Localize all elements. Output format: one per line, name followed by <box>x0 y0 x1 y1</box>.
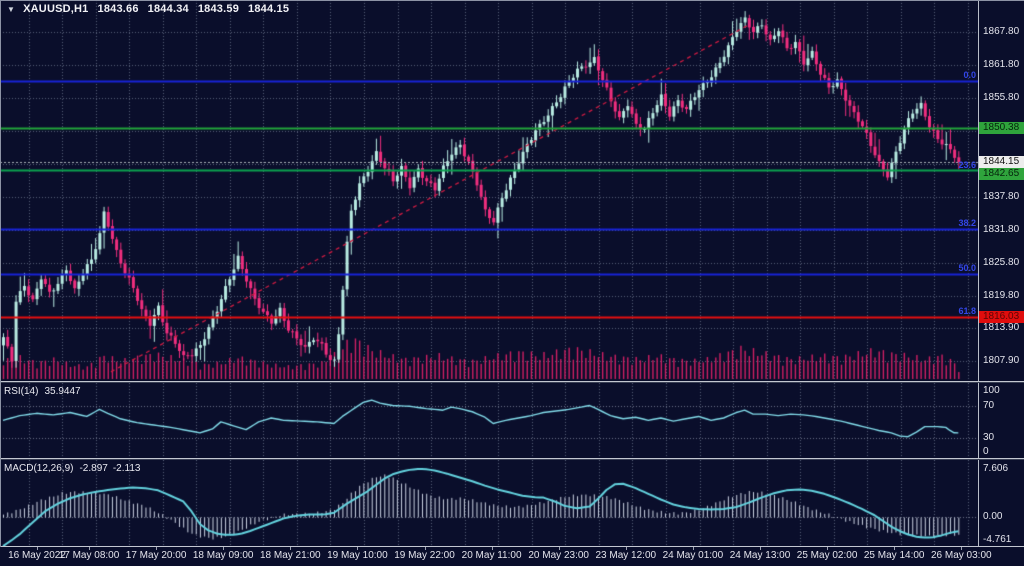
macd-indicator-name: MACD(12,26,9) <box>4 463 74 474</box>
main-price-chart-canvas[interactable] <box>0 0 978 381</box>
rsi-indicator-value: 35.9447 <box>44 386 81 397</box>
time-axis-tick <box>626 547 627 550</box>
price-tag-1816.03: 1816.03 <box>979 310 1024 323</box>
panel-separator-macd <box>0 546 1024 547</box>
ohlc-low: 1843.59 <box>197 3 240 15</box>
time-axis-label: 24 May 13:00 <box>729 550 791 561</box>
time-axis-label: 24 May 01:00 <box>662 550 724 561</box>
time-axis-tick <box>89 547 90 550</box>
time-axis-tick <box>223 547 224 550</box>
price-axis[interactable]: 1867.80 1861.80 1855.80 1837.80 1831.80 1825.… <box>979 0 1024 547</box>
time-axis-label: 26 May 03:00 <box>930 550 992 561</box>
time-axis-label: 19 May 22:00 <box>394 550 455 561</box>
time-axis-tick <box>827 547 828 550</box>
time-axis-label: 17 May 20:00 <box>125 550 187 561</box>
time-axis-tick <box>156 547 157 550</box>
time-axis-label: 19 May 10:00 <box>327 550 388 561</box>
symbol-period-label: XAUUSD,H1 <box>23 3 89 15</box>
panel-separator-main[interactable] <box>0 381 1024 383</box>
macd-axis-label: 0.00 <box>983 510 1003 522</box>
rsi-panel-header: RSI(14) 35.9447 <box>4 386 81 397</box>
time-axis-tick <box>290 547 291 550</box>
price-tag-1844.15: 1844.15 <box>979 156 1024 168</box>
symbol-dropdown-icon[interactable]: ▼ <box>7 5 16 14</box>
time-axis-label: 25 May 14:00 <box>863 550 925 561</box>
price-axis-label: 1813.90 <box>983 322 1020 334</box>
fib-level-label-61.8: 61.8 <box>958 305 976 316</box>
fib-level-label-50.0: 50.0 <box>958 262 976 273</box>
time-axis[interactable]: 16 May 2022 17 May 08:00 17 May 20:00 18 Ma… <box>0 547 1024 566</box>
fib-level-label-38.2: 38.2 <box>958 217 976 228</box>
price-tag-1842.65: 1842.65 <box>979 168 1024 180</box>
time-axis-tick <box>492 547 493 550</box>
time-axis-tick <box>760 547 761 550</box>
ohlc-open: 1843.66 <box>97 3 139 15</box>
panel-separator-rsi[interactable] <box>0 458 1024 460</box>
ohlc-close: 1844.15 <box>248 3 290 15</box>
rsi-indicator-name: RSI(14) <box>4 386 39 397</box>
time-axis-tick <box>894 547 895 550</box>
time-axis-tick <box>37 547 38 550</box>
fib-level-label-23.6: 23.6 <box>958 160 976 171</box>
rsi-axis-label: 0 <box>983 446 989 457</box>
macd-panel-header: MACD(12,26,9) -2.897 -2.113 <box>4 463 140 474</box>
time-axis-tick <box>357 547 358 550</box>
macd-indicator-canvas[interactable] <box>0 460 978 546</box>
window-top-border <box>0 0 1024 1</box>
price-axis-label: 1861.80 <box>983 58 1020 70</box>
price-axis-border <box>978 0 979 546</box>
price-axis-label: 1819.80 <box>983 289 1020 301</box>
fib-level-label-0.0: 0.0 <box>963 69 976 80</box>
time-axis-label: 25 May 02:00 <box>796 550 858 561</box>
price-axis-label: 1807.90 <box>983 355 1020 367</box>
time-axis-label: 20 May 23:00 <box>528 550 589 561</box>
chart-title-bar: ▼ XAUUSD,H1 1843.66 1844.34 1843.59 1844.15 <box>7 3 289 15</box>
time-axis-label: 23 May 12:00 <box>595 550 657 561</box>
time-axis-label: 20 May 11:00 <box>461 550 522 561</box>
window-left-border <box>0 0 1 547</box>
rsi-axis-label: 30 <box>983 431 995 443</box>
rsi-axis-label: 100 <box>983 385 1000 396</box>
price-axis-label: 1867.80 <box>983 25 1020 37</box>
time-axis-tick <box>559 547 560 550</box>
macd-axis-label: 7.606 <box>983 462 1009 474</box>
rsi-axis-label: 70 <box>983 400 995 412</box>
price-tag-1850.38: 1850.38 <box>979 121 1024 134</box>
time-axis-tick <box>425 547 426 550</box>
ohlc-high: 1844.34 <box>147 3 189 15</box>
price-axis-label: 1855.80 <box>983 91 1020 103</box>
macd-main-value: -2.897 <box>79 463 108 474</box>
price-axis-label: 1825.80 <box>983 256 1020 268</box>
time-axis-label: 18 May 09:00 <box>192 550 254 561</box>
time-axis-label: 16 May 2022 <box>8 550 66 561</box>
rsi-indicator-canvas[interactable] <box>0 383 978 458</box>
time-axis-label: 18 May 21:00 <box>259 550 321 561</box>
price-axis-label: 1837.80 <box>983 190 1020 202</box>
time-axis-tick <box>693 547 694 550</box>
macd-signal-value: -2.113 <box>112 463 141 474</box>
price-axis-label: 1831.80 <box>983 223 1020 235</box>
time-axis-tick <box>961 547 962 550</box>
macd-axis-label: -4.761 <box>983 534 1012 545</box>
time-axis-label: 17 May 08:00 <box>58 550 120 561</box>
